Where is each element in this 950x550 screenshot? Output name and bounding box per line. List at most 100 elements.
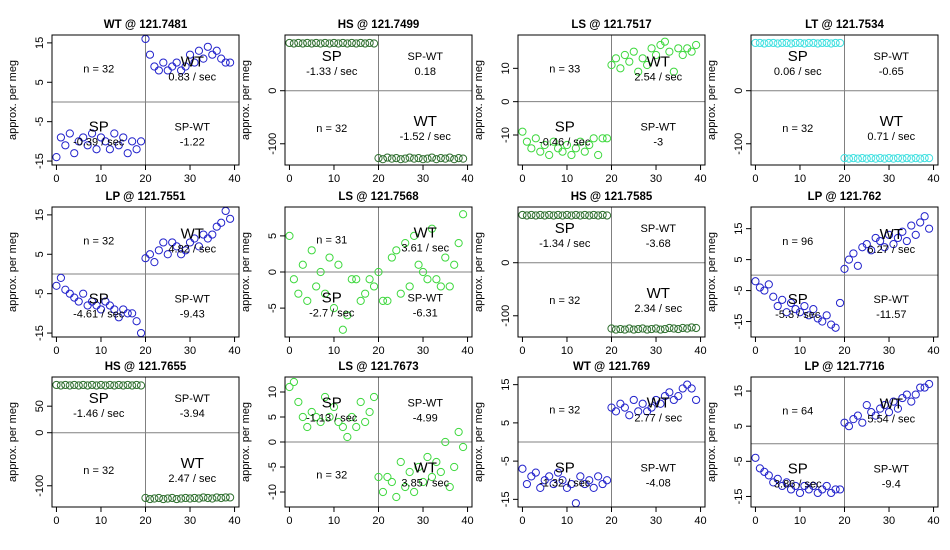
- panel-6: LS @ 121.7568 approx. per meg n = 31 WT3.61…: [240, 191, 474, 357]
- data-point: [822, 38, 831, 48]
- data-point: [374, 472, 383, 482]
- data-point: [347, 275, 356, 284]
- data-point: [289, 39, 299, 48]
- data-point: [813, 39, 822, 48]
- data-point: [620, 403, 629, 412]
- data-point: [760, 39, 769, 48]
- quadrant-value: -1.46 / sec: [73, 408, 125, 420]
- data-point: [634, 324, 643, 334]
- quadrant-count: n = 96: [782, 236, 813, 248]
- data-point: [441, 437, 450, 447]
- data-point: [585, 476, 594, 485]
- data-point: [527, 144, 536, 153]
- data-point: [625, 57, 634, 66]
- data-point: [361, 39, 370, 48]
- data-point: [436, 154, 445, 163]
- quadrant-value: 2.77 / sec: [634, 413, 682, 425]
- data-point: [141, 493, 150, 503]
- data-point: [163, 250, 172, 259]
- data-point: [190, 58, 199, 67]
- data-point: [527, 472, 536, 481]
- data-point: [665, 388, 674, 397]
- data-point: [203, 234, 212, 243]
- data-point: [325, 253, 334, 262]
- quadrant-label: SP-WT: [641, 223, 677, 235]
- data-point: [531, 468, 540, 477]
- data-point: [755, 38, 765, 48]
- data-point: [83, 381, 92, 390]
- data-point: [423, 452, 432, 462]
- quadrant-label: WT: [181, 455, 204, 472]
- data-point: [303, 38, 312, 48]
- data-point: [634, 67, 643, 76]
- data-point: [441, 253, 450, 262]
- data-point: [607, 60, 616, 70]
- data-point: [123, 380, 132, 390]
- data-point: [782, 38, 791, 48]
- data-point: [629, 395, 638, 405]
- data-point: [795, 488, 805, 498]
- x-tick-label: 40: [927, 345, 939, 357]
- quadrant-label: SP: [555, 460, 575, 477]
- quadrant-label: SP-WT: [874, 294, 910, 306]
- data-point: [145, 50, 155, 59]
- data-point: [567, 150, 576, 160]
- quadrant-value: -0.46 / sec: [539, 136, 591, 148]
- y-tick-label: 5: [34, 251, 46, 257]
- y-tick-label: 10: [500, 62, 512, 74]
- x-tick-label: 20: [605, 345, 617, 357]
- data-point: [809, 481, 818, 491]
- y-axis-label: approx. per meg: [706, 60, 718, 140]
- y-tick-label: 5: [733, 257, 745, 263]
- data-point: [616, 324, 625, 334]
- data-point: [163, 494, 172, 503]
- quadrant-value: -1.33 / sec: [306, 66, 358, 78]
- y-tick-label: 50: [34, 400, 46, 412]
- data-point: [401, 482, 410, 492]
- data-point: [902, 236, 911, 246]
- data-point: [916, 383, 925, 392]
- data-point: [61, 380, 70, 390]
- data-point: [307, 246, 316, 255]
- data-point: [818, 317, 827, 326]
- data-point: [536, 483, 545, 492]
- data-point: [79, 289, 88, 298]
- quadrant-label: SP-WT: [408, 293, 444, 305]
- data-point: [531, 211, 540, 220]
- data-point: [65, 129, 74, 138]
- data-point: [751, 453, 760, 462]
- x-tick-label: 0: [286, 173, 292, 185]
- data-point: [764, 280, 773, 289]
- data-point: [185, 50, 195, 59]
- data-point: [432, 457, 441, 467]
- data-point: [522, 479, 532, 489]
- data-point: [334, 417, 343, 427]
- data-point: [920, 212, 929, 221]
- quadrant-value: -4.08: [646, 478, 671, 490]
- data-point: [638, 324, 647, 333]
- x-tick-label: 0: [53, 515, 59, 527]
- data-point: [387, 477, 396, 487]
- data-point: [638, 54, 647, 63]
- data-point: [320, 289, 330, 298]
- x-tick-label: 0: [752, 515, 758, 527]
- data-point: [194, 46, 204, 55]
- data-point: [871, 154, 880, 163]
- x-tick-label: 30: [417, 345, 429, 357]
- data-point: [598, 134, 607, 143]
- data-point: [880, 243, 889, 252]
- data-point: [898, 154, 907, 163]
- data-point: [383, 472, 392, 482]
- quadrant-count: n = 32: [316, 123, 347, 135]
- x-tick-label: 20: [372, 173, 384, 185]
- x-tick-label: 20: [838, 515, 850, 527]
- data-point: [203, 493, 212, 503]
- data-point: [549, 479, 558, 489]
- data-point: [576, 211, 585, 220]
- y-tick-label: -5: [34, 117, 46, 127]
- quadrant-value: 4.82 / sec: [168, 243, 216, 255]
- data-point: [396, 457, 405, 467]
- y-tick-label: -100: [733, 133, 745, 155]
- data-point: [378, 487, 388, 497]
- data-point: [889, 240, 898, 249]
